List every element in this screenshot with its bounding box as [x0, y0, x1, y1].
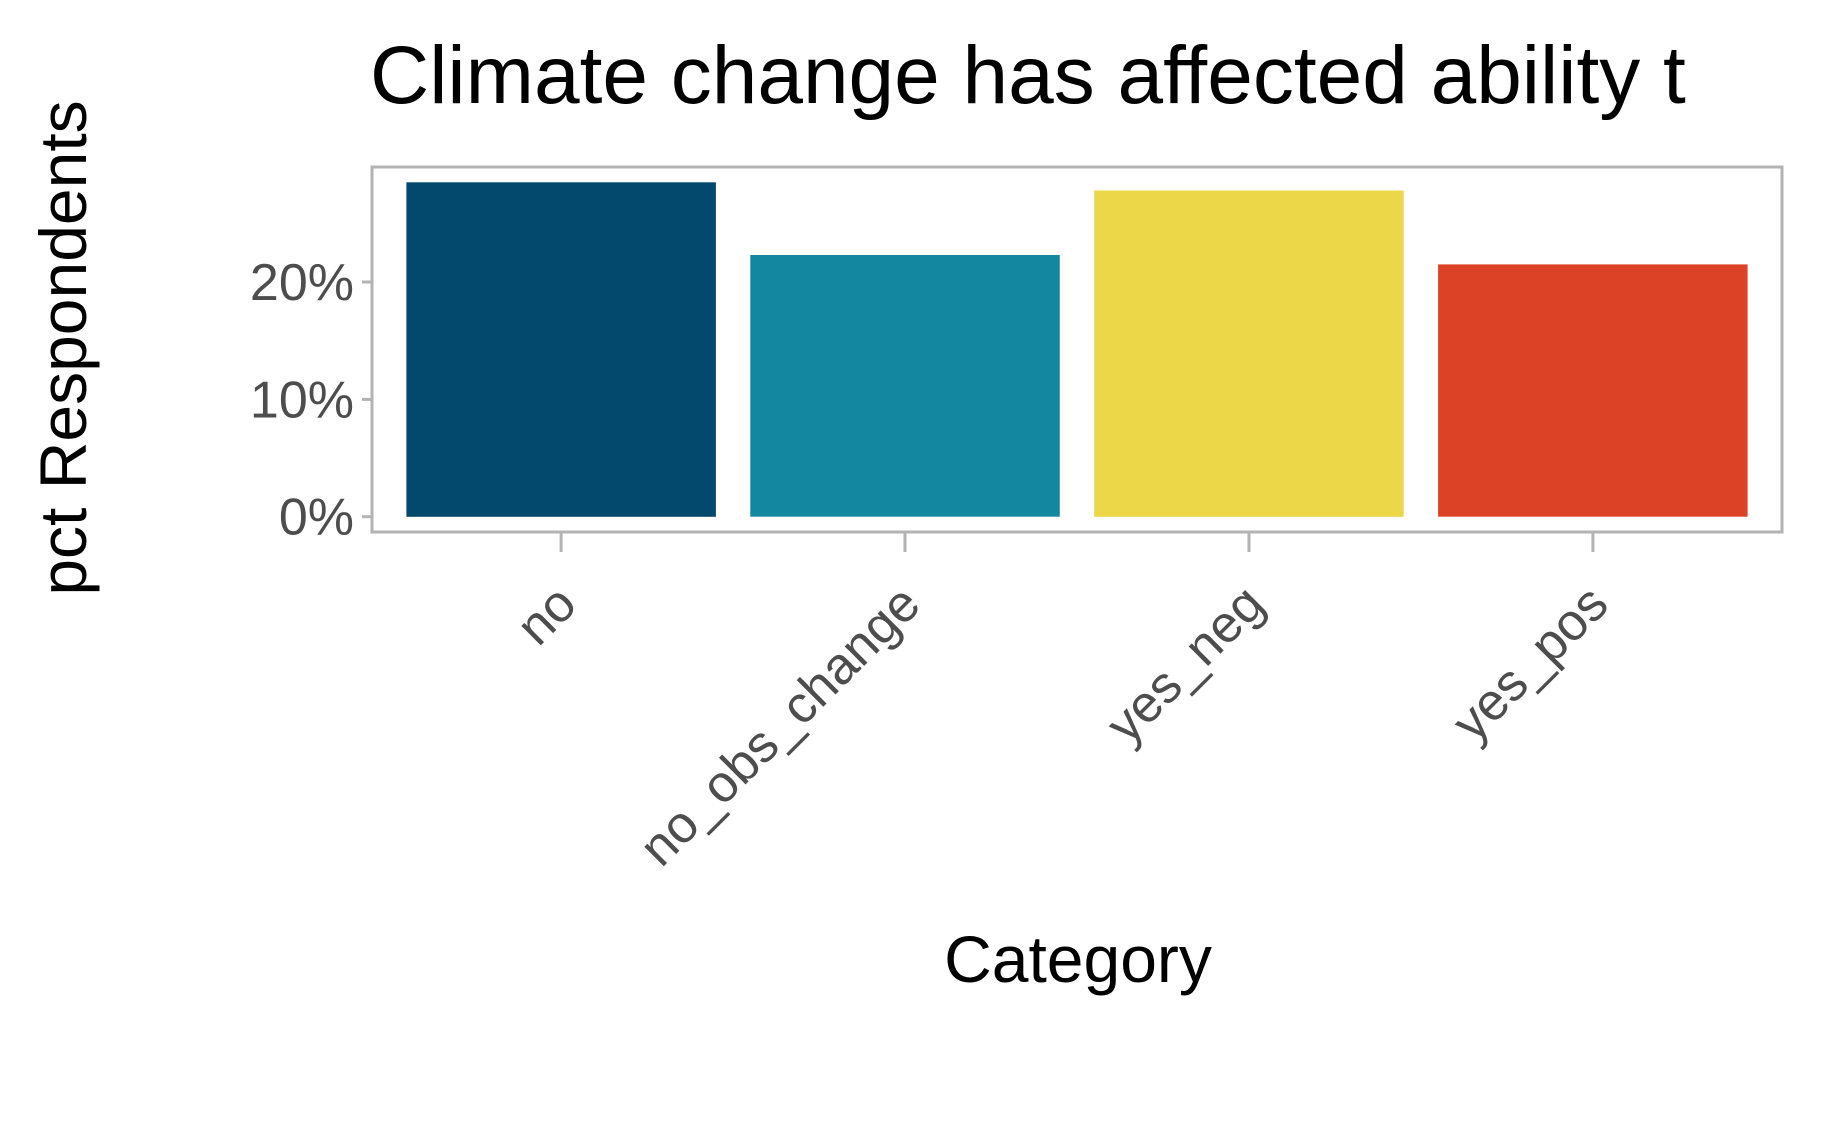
y-tick-label: 20%: [250, 254, 354, 312]
y-tick-label: 0%: [279, 489, 354, 547]
bars: [406, 182, 1748, 517]
plot-frame: [370, 165, 1784, 534]
x-tick-label: yes_neg: [1095, 574, 1275, 754]
chart-title: Climate change has affected ability t: [370, 30, 1686, 121]
bar-no: [406, 182, 716, 517]
x-axis-title: Category: [944, 922, 1212, 996]
bar-yes-pos: [1438, 264, 1748, 517]
x-tick-label: no_obs_change: [629, 574, 932, 877]
bar-yes-neg: [1094, 190, 1404, 517]
x-tick-label: no: [506, 574, 588, 656]
y-axis: 0% 10% 20%: [250, 254, 372, 547]
bar-no-obs-change: [750, 255, 1060, 517]
y-axis-title: pct Respondents: [26, 100, 100, 595]
x-axis: no no_obs_change yes_neg yes_pos: [506, 532, 1619, 877]
x-tick-label: yes_pos: [1441, 574, 1619, 752]
y-tick-label: 10%: [250, 371, 354, 429]
